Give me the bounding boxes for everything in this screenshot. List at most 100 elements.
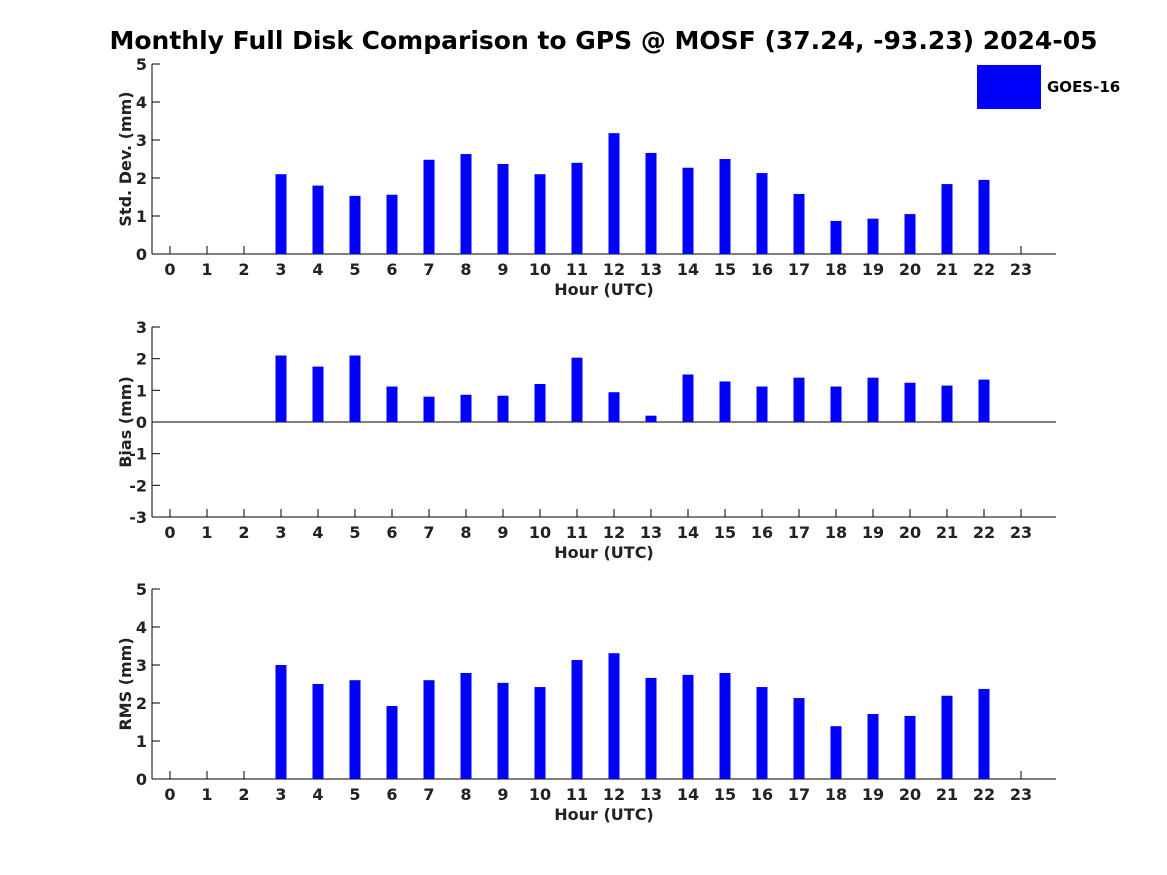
bar	[682, 374, 694, 422]
y-tick-label: 1	[136, 381, 147, 400]
bar	[386, 386, 398, 422]
bar	[312, 684, 324, 779]
bar	[867, 218, 879, 254]
bar	[941, 385, 953, 422]
y-tick-label: 2	[136, 350, 147, 369]
bar	[682, 167, 694, 254]
bar	[608, 653, 620, 779]
y-tick-label: 4	[136, 618, 147, 637]
y-tick-label: 5	[136, 55, 147, 74]
x-tick-label: 4	[312, 785, 323, 804]
x-tick-label: 1	[201, 523, 212, 542]
x-tick-label: 20	[899, 785, 921, 804]
x-tick-label: 12	[603, 260, 625, 279]
x-tick-label: 10	[529, 523, 551, 542]
bar	[423, 680, 435, 779]
x-tick-label: 22	[973, 785, 995, 804]
y-tick-label: 0	[136, 413, 147, 432]
x-tick-label: 8	[460, 260, 471, 279]
bar	[571, 660, 583, 779]
x-tick-label: 22	[973, 260, 995, 279]
x-tick-label: 6	[386, 785, 397, 804]
x-tick-label: 21	[936, 523, 958, 542]
x-tick-label: 14	[677, 523, 699, 542]
x-tick-label: 21	[936, 260, 958, 279]
legend-swatch	[977, 65, 1041, 109]
bar	[349, 355, 361, 422]
x-axis-label: Hour (UTC)	[554, 280, 654, 299]
bar	[275, 355, 287, 422]
y-tick-label: -2	[129, 476, 147, 495]
bar	[349, 195, 361, 254]
bar	[386, 194, 398, 254]
x-tick-label: 23	[1010, 785, 1032, 804]
bar	[756, 687, 768, 779]
y-tick-label: -1	[129, 445, 147, 464]
x-tick-label: 5	[349, 260, 360, 279]
bar	[460, 672, 472, 779]
bar	[719, 672, 731, 779]
y-tick-label: 2	[136, 169, 147, 188]
x-tick-label: 17	[788, 785, 810, 804]
bar	[904, 715, 916, 779]
bar	[793, 193, 805, 254]
bar	[645, 677, 657, 779]
x-tick-label: 13	[640, 260, 662, 279]
x-tick-label: 18	[825, 260, 847, 279]
legend-label: GOES-16	[1047, 78, 1121, 96]
x-tick-label: 9	[497, 785, 508, 804]
y-tick-label: 3	[136, 131, 147, 150]
bar	[645, 415, 657, 422]
y-tick-label: 1	[136, 732, 147, 751]
x-tick-label: 8	[460, 523, 471, 542]
x-tick-label: 19	[862, 785, 884, 804]
x-tick-label: 19	[862, 260, 884, 279]
x-tick-label: 15	[714, 785, 736, 804]
bar	[830, 386, 842, 422]
bar	[312, 185, 324, 254]
y-tick-label: -3	[129, 508, 147, 527]
bar	[460, 154, 472, 254]
x-tick-label: 16	[751, 260, 773, 279]
x-tick-label: 12	[603, 523, 625, 542]
x-tick-label: 2	[238, 785, 249, 804]
x-tick-label: 23	[1010, 523, 1032, 542]
y-axis-label: RMS (mm)	[116, 637, 135, 730]
bar	[867, 377, 879, 422]
x-tick-label: 23	[1010, 260, 1032, 279]
y-tick-label: 2	[136, 694, 147, 713]
x-tick-label: 3	[275, 523, 286, 542]
y-tick-label: 3	[136, 656, 147, 675]
y-tick-label: 5	[136, 580, 147, 599]
chart-title: Monthly Full Disk Comparison to GPS @ MO…	[109, 26, 1098, 55]
x-tick-label: 7	[423, 260, 434, 279]
x-tick-label: 9	[497, 523, 508, 542]
bar	[423, 159, 435, 254]
bar	[497, 682, 509, 779]
x-tick-label: 6	[386, 260, 397, 279]
x-tick-label: 13	[640, 785, 662, 804]
x-tick-label: 7	[423, 523, 434, 542]
x-tick-label: 2	[238, 523, 249, 542]
x-tick-label: 21	[936, 785, 958, 804]
y-tick-label: 0	[136, 245, 147, 264]
x-tick-label: 10	[529, 785, 551, 804]
bar	[534, 174, 546, 254]
bar	[941, 184, 953, 254]
x-tick-label: 20	[899, 523, 921, 542]
y-tick-label: 1	[136, 207, 147, 226]
x-tick-label: 3	[275, 785, 286, 804]
y-axis-label: Std. Dev. (mm)	[116, 91, 135, 226]
x-tick-label: 9	[497, 260, 508, 279]
x-tick-label: 18	[825, 785, 847, 804]
x-tick-label: 12	[603, 785, 625, 804]
bar	[275, 665, 287, 779]
y-tick-label: 0	[136, 770, 147, 789]
y-axis-label: Bias (mm)	[116, 376, 135, 468]
x-tick-label: 16	[751, 523, 773, 542]
bar	[534, 687, 546, 779]
x-tick-label: 11	[566, 260, 588, 279]
bar	[830, 726, 842, 779]
